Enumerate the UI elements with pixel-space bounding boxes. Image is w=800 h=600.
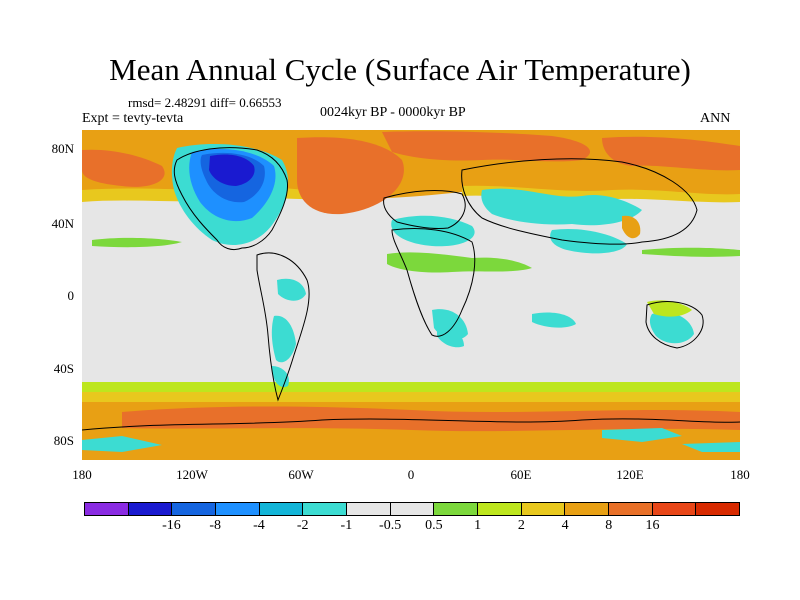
lon-label-60e: 60E	[510, 467, 532, 482]
colorbar-swatch	[128, 503, 173, 515]
colorbar-swatch	[303, 503, 348, 515]
colorbar-swatch	[172, 503, 217, 515]
lon-label-180e: 180	[730, 467, 750, 482]
indian-ocean-cool	[532, 312, 576, 328]
africa-south-cool	[437, 326, 464, 348]
eurasia-cool	[391, 215, 475, 247]
amazon-cool	[277, 278, 306, 301]
chart-title: Mean Annual Cycle (Surface Air Temperatu…	[109, 52, 691, 87]
coastlines	[82, 147, 740, 431]
pacific-warm	[82, 149, 165, 187]
australia-cool	[649, 312, 694, 344]
colorbar-swatch	[434, 503, 479, 515]
experiment-label: Expt = tevty-tevta	[82, 111, 184, 126]
australia-mild	[647, 300, 692, 317]
colorbar-tick-label: -4	[253, 518, 265, 533]
lon-label-60w: 60W	[288, 467, 314, 482]
colorbar-swatch	[259, 503, 304, 515]
colorbar-tick-label: 0.5	[425, 518, 443, 533]
china-warm	[622, 215, 641, 239]
north-america-coldest	[209, 154, 255, 186]
south-america-cool	[271, 315, 296, 363]
colorbar-tick-label: 16	[645, 518, 660, 533]
atlantic-warm	[297, 137, 404, 215]
period-label: 0024kyr BP - 0000kyr BP	[320, 105, 466, 120]
lon-label-0: 0	[407, 467, 415, 482]
colorbar-swatch	[347, 503, 391, 515]
colorbar-tick-label: 8	[605, 518, 613, 533]
colorbar	[84, 502, 740, 516]
lon-label-120e: 120E	[616, 467, 644, 482]
colorbar-swatch	[478, 503, 522, 515]
lat-label-80n: 80N	[51, 141, 74, 156]
stats-label: rmsd= 2.48291 diff= 0.66553	[128, 95, 282, 110]
colorbar-swatch	[609, 503, 653, 515]
colorbar-swatch	[521, 503, 566, 515]
colorbar-tick-label: -8	[209, 518, 222, 533]
colorbar-tick-label: -0.5	[379, 518, 402, 533]
colorbar-swatch	[390, 503, 435, 515]
temperature-map	[82, 130, 740, 460]
lat-label-equator: 0	[67, 288, 75, 303]
lat-label-80s: 80S	[53, 433, 74, 448]
lon-label-120w: 120W	[176, 467, 208, 482]
colorbar-swatch	[696, 503, 740, 515]
colorbar-tick-label: -2	[296, 518, 309, 533]
arctic-warm	[382, 131, 591, 162]
lat-label-40n: 40N	[51, 216, 74, 231]
colorbar-tick-label: -1	[340, 518, 353, 533]
lon-label-180w: 180	[72, 467, 92, 482]
colorbar-swatch	[565, 503, 610, 515]
colorbar-swatch	[216, 503, 260, 515]
colorbar-tick-label: 1	[474, 518, 482, 533]
colorbar-tick-label: 2	[517, 518, 525, 533]
sahel-mild	[387, 252, 532, 273]
lat-label-40s: 40S	[53, 361, 74, 376]
colorbar-tick-label: -16	[162, 518, 181, 533]
colorbar-tick-label: 4	[561, 518, 569, 533]
asia-cool	[481, 188, 642, 226]
antarctic-strong	[122, 406, 740, 432]
colorbar-swatch	[652, 503, 697, 515]
tibet-cool	[550, 228, 627, 254]
colorbar-swatch	[85, 503, 129, 515]
pacific-mild-patches	[92, 237, 740, 257]
siberia-warm	[602, 136, 740, 171]
season-label: ANN	[700, 111, 731, 126]
